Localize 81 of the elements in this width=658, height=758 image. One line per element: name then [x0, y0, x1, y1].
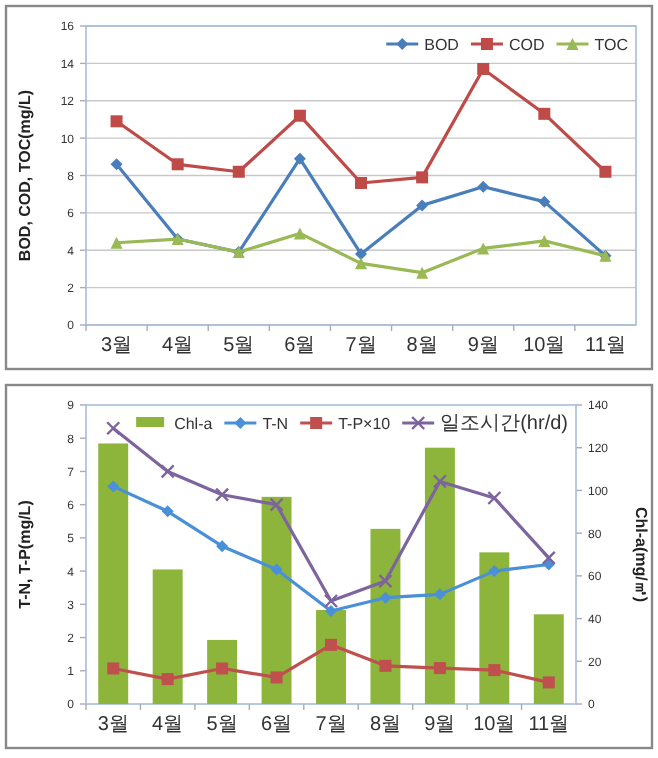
- x-tick-label: 4월: [162, 335, 194, 357]
- bar: [207, 639, 238, 704]
- point: [216, 662, 229, 675]
- x-tick-label: 4월: [152, 714, 184, 736]
- x-tick-label: 7월: [345, 335, 377, 357]
- point: [269, 497, 284, 512]
- point: [538, 234, 551, 247]
- legend-label: BOD: [424, 36, 460, 54]
- bar: [261, 496, 292, 704]
- point: [216, 540, 229, 553]
- point: [293, 227, 306, 240]
- x-tick-label: 5월: [223, 335, 255, 357]
- point: [161, 505, 174, 518]
- point: [541, 550, 556, 566]
- point: [107, 662, 120, 675]
- point: [293, 109, 306, 122]
- legend-label: T-P×10: [338, 415, 392, 433]
- x-tick-label: 6월: [284, 335, 316, 357]
- x-tick-label: 3월: [97, 714, 129, 736]
- point: [110, 115, 123, 128]
- legend-label: Chl-a: [174, 415, 214, 433]
- point: [293, 152, 306, 165]
- point: [379, 659, 392, 672]
- y2-axis-title: Chl-a(mg/㎥): [632, 506, 650, 603]
- point: [161, 673, 174, 686]
- x-tick-label: 10월: [523, 335, 566, 357]
- point: [416, 199, 429, 212]
- x-tick-label: 11월: [585, 335, 626, 357]
- point: [488, 565, 501, 578]
- point: [488, 664, 501, 677]
- point: [110, 158, 123, 171]
- bar: [479, 552, 510, 704]
- point: [416, 171, 429, 184]
- point: [378, 573, 393, 589]
- x-tick-label: 11월: [528, 714, 570, 736]
- x-tick-label: 5월: [206, 714, 238, 736]
- point: [487, 490, 502, 506]
- bar: [152, 569, 183, 704]
- legend-label: TOC: [594, 36, 629, 54]
- point: [107, 480, 120, 493]
- x-tick-label: 10월: [473, 714, 516, 736]
- point: [538, 195, 551, 208]
- y-axis-title: BOD, COD, TOC(mg/L): [16, 89, 34, 262]
- y-axis-title: T-N, T-P(mg/L): [16, 499, 34, 609]
- x-tick-label: 3월: [100, 335, 133, 357]
- point: [477, 62, 490, 75]
- x-tick-label: 6월: [260, 714, 293, 736]
- point: [477, 242, 490, 255]
- point: [110, 236, 123, 249]
- point: [538, 107, 551, 120]
- point: [432, 474, 448, 489]
- x-tick-label: 8월: [406, 335, 438, 357]
- bar: [316, 610, 346, 704]
- point: [270, 671, 283, 684]
- point: [323, 593, 339, 609]
- x-tick-label: 9월: [467, 335, 499, 357]
- point: [355, 257, 367, 270]
- point: [355, 176, 367, 189]
- point: [542, 676, 555, 689]
- bar: [424, 447, 455, 704]
- legend-label: 일조시간(hr/d): [440, 413, 568, 435]
- point: [325, 604, 337, 617]
- point: [270, 563, 283, 576]
- point: [599, 165, 612, 178]
- x-tick-label: 7월: [315, 714, 347, 736]
- point: [171, 158, 184, 171]
- x-tick-label: 9월: [424, 714, 456, 736]
- point: [214, 487, 230, 502]
- legend-label: T-N: [262, 415, 289, 433]
- x-tick-label: 8월: [369, 714, 402, 736]
- point: [477, 180, 490, 193]
- bar: [533, 614, 564, 704]
- point: [160, 464, 175, 479]
- legend-label: COD: [508, 36, 545, 54]
- bar: [98, 443, 129, 704]
- point: [232, 165, 245, 178]
- point: [416, 266, 429, 279]
- point: [355, 247, 367, 260]
- point: [106, 421, 121, 436]
- point: [433, 662, 446, 675]
- point: [325, 638, 337, 651]
